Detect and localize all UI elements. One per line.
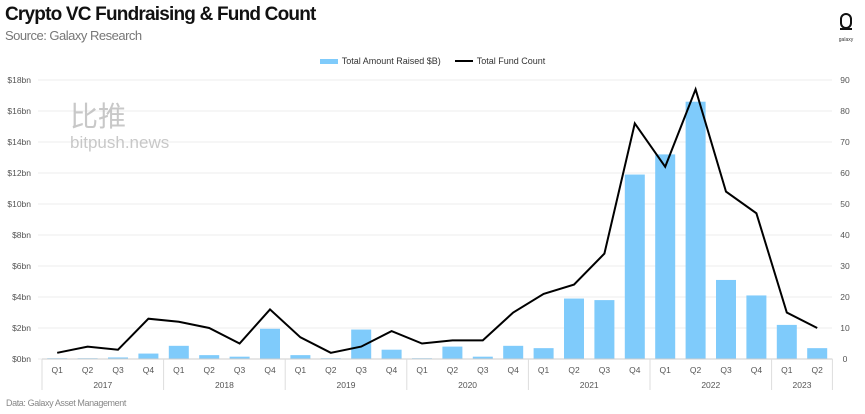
- x-axis-quarter-label: Q2: [82, 365, 94, 375]
- x-axis-quarter-label: Q2: [568, 365, 580, 375]
- bar-amount-raised: [108, 357, 128, 359]
- left-axis-tick: $12bn: [7, 168, 31, 178]
- x-axis-quarter-label: Q4: [143, 365, 155, 375]
- bar-amount-raised: [442, 346, 463, 359]
- legend-swatch-bar: [319, 58, 338, 64]
- bar-amount-raised: [381, 349, 402, 359]
- bar-amount-raised: [807, 348, 828, 359]
- x-axis-quarter-label: Q2: [690, 365, 702, 375]
- right-axis-tick: 80: [840, 106, 850, 116]
- x-axis-year-label: 2017: [93, 380, 112, 390]
- x-axis-quarter-label: Q2: [812, 365, 824, 375]
- legend: Total Amount Raised $B) Total Fund Count: [0, 56, 865, 66]
- chart-title: Crypto VC Fundraising & Fund Count: [5, 4, 316, 25]
- bar-amount-raised: [624, 174, 645, 359]
- bar-amount-raised: [594, 300, 615, 359]
- x-axis-year-label: 2018: [215, 380, 234, 390]
- x-axis-quarter-label: Q3: [112, 365, 124, 375]
- right-axis-tick: 90: [840, 75, 850, 85]
- x-axis-quarter-label: Q1: [52, 365, 64, 375]
- x-axis-quarter-label: Q4: [751, 365, 763, 375]
- x-axis-quarter-label: Q4: [264, 365, 276, 375]
- bar-amount-raised: [260, 328, 280, 359]
- left-axis-tick: $18bn: [7, 75, 31, 85]
- bar-amount-raised: [716, 279, 736, 359]
- footer-source: Data: Galaxy Asset Management: [6, 398, 126, 408]
- bar-amount-raised: [564, 298, 584, 359]
- bar-amount-raised: [472, 356, 493, 359]
- right-axis-tick: 10: [840, 323, 850, 333]
- chart-subtitle: Source: Galaxy Research: [5, 28, 142, 43]
- left-axis-tick: $8bn: [12, 230, 31, 240]
- bar-amount-raised: [776, 324, 797, 359]
- x-axis-quarter-label: Q1: [538, 365, 550, 375]
- x-axis-quarter-label: Q1: [416, 365, 428, 375]
- x-axis-quarter-label: Q2: [325, 365, 337, 375]
- left-axis-tick: $0bn: [12, 354, 31, 364]
- bar-amount-raised: [655, 154, 676, 359]
- bar-amount-raised: [229, 356, 250, 359]
- bar-amount-raised: [351, 329, 372, 359]
- left-axis-tick: $2bn: [12, 323, 31, 333]
- x-axis-quarter-label: Q3: [356, 365, 368, 375]
- right-axis-tick: 60: [840, 168, 850, 178]
- left-axis-tick: $6bn: [12, 261, 31, 271]
- x-axis-quarter-label: Q3: [720, 365, 732, 375]
- x-axis-year-label: 2020: [458, 380, 477, 390]
- right-axis-tick: 40: [840, 230, 850, 240]
- bar-amount-raised: [503, 345, 524, 359]
- x-axis-quarter-label: Q2: [447, 365, 459, 375]
- x-axis-quarter-label: Q4: [508, 365, 520, 375]
- x-axis-quarter-label: Q1: [173, 365, 185, 375]
- right-axis-tick: 0: [843, 354, 848, 364]
- watermark-en: bitpush.news: [70, 133, 170, 152]
- bar-amount-raised: [138, 353, 159, 359]
- legend-item-amount: Total Amount Raised $B): [319, 56, 441, 66]
- x-axis-quarter-label: Q3: [599, 365, 611, 375]
- x-axis-quarter-label: Q1: [295, 365, 307, 375]
- left-axis-tick: $4bn: [12, 292, 31, 302]
- legend-item-count: Total Fund Count: [454, 56, 546, 66]
- watermark: 比推 bitpush.news: [70, 95, 169, 153]
- x-axis-quarter-label: Q1: [660, 365, 672, 375]
- left-axis-tick: $16bn: [7, 106, 31, 116]
- x-axis-quarter-label: Q2: [204, 365, 216, 375]
- x-axis-quarter-label: Q4: [629, 365, 641, 375]
- x-axis-quarter-label: Q3: [234, 365, 246, 375]
- right-axis-tick: 30: [840, 261, 850, 271]
- line-fund-count: [57, 86, 818, 354]
- legend-label: Total Amount Raised $B): [341, 56, 441, 66]
- x-axis-quarter-label: Q4: [386, 365, 398, 375]
- right-axis-tick: 50: [840, 199, 850, 209]
- bar-amount-raised: [746, 295, 767, 359]
- right-axis-tick: 70: [840, 137, 850, 147]
- bar-amount-raised: [290, 355, 311, 359]
- galaxy-logo-icon: [840, 13, 852, 30]
- legend-label: Total Fund Count: [476, 56, 546, 66]
- left-axis-tick: $10bn: [7, 199, 31, 209]
- galaxy-logo: galaxy: [834, 12, 858, 43]
- x-axis-quarter-label: Q3: [477, 365, 489, 375]
- legend-swatch-line: [454, 60, 473, 62]
- x-axis-year-label: 2023: [793, 380, 812, 390]
- bar-amount-raised: [533, 348, 554, 359]
- bar-amount-raised: [685, 101, 706, 359]
- x-axis-year-label: 2022: [701, 380, 720, 390]
- logo-text: galaxy: [838, 37, 854, 43]
- watermark-cn: 比推: [70, 101, 127, 132]
- bar-amount-raised: [168, 345, 189, 359]
- x-axis-year-label: 2021: [580, 380, 599, 390]
- x-axis-quarter-label: Q1: [781, 365, 793, 375]
- right-axis-tick: 20: [840, 292, 850, 302]
- bar-amount-raised: [199, 355, 220, 359]
- x-axis-year-label: 2019: [337, 380, 356, 390]
- left-axis-tick: $14bn: [7, 137, 31, 147]
